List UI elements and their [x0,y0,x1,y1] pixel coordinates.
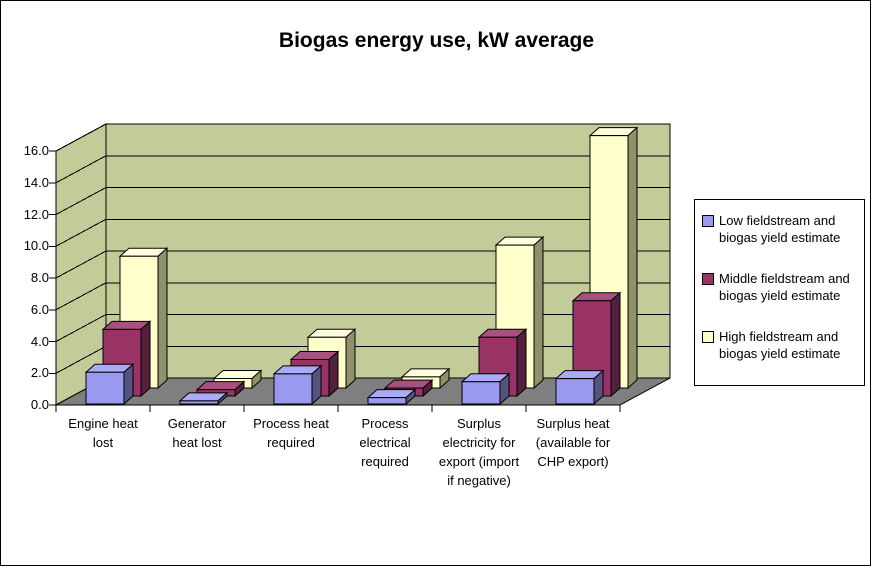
bar-front-face [85,371,125,405]
category-label: Surplus electricity for export (import if n… [438,416,520,488]
y-tick-label: 10.0 [23,238,49,254]
bar-side-face [157,247,168,390]
bar-side-face [140,320,151,398]
bar-front-face [555,378,595,405]
y-tick-label: 14.0 [23,174,49,190]
bar-side-face [345,328,356,390]
category-label: Engine heat lost [68,416,138,450]
legend: Low fieldstream and biogas yield estimate… [694,199,865,386]
legend-label: Middle fieldstream and biogas yield estim… [719,271,850,303]
gridline-side [55,282,107,311]
legend-label: High fieldstream and biogas yield estimat… [719,329,841,361]
category-label: Process electrical required [359,416,411,469]
legend-swatch-icon [702,215,714,227]
legend-item-0: Low fieldstream and biogas yield estimate [702,212,858,246]
legend-swatch-icon [702,331,714,343]
bar-side-face [533,236,544,390]
bar-series0-cat5 [554,369,605,406]
bar-side-face [627,126,638,390]
bar-series0-cat1 [178,391,229,406]
gridline-side [55,250,107,279]
bar-front-face [461,381,501,405]
bar-series0-cat4 [460,372,511,406]
gridline-side [55,123,107,152]
bar-series0-cat0 [84,363,135,406]
gridline-side [55,345,107,374]
bar-front-face [367,397,407,405]
gridline-side [55,187,107,215]
category-label: Surplus heat (available for CHP export) [535,416,611,469]
legend-item-1: Middle fieldstream and biogas yield estim… [702,270,858,304]
bar-front-face [273,373,313,405]
gridline-side [55,314,107,342]
bar-series0-cat3 [366,388,417,406]
bar-side-face [328,350,339,398]
y-tick-label: 6.0 [30,301,49,317]
y-tick-label: 2.0 [30,365,49,381]
legend-swatch-icon [702,273,714,285]
gridline-side [55,155,107,184]
bar-side-face [610,291,621,398]
bar-series0-cat2 [272,364,323,406]
category-label: Generator heat lost [167,416,227,450]
y-tick-label: 4.0 [30,333,49,349]
chart-title: Biogas energy use, kW average [278,29,595,52]
legend-label: Low fieldstream and biogas yield estimate [719,213,841,245]
y-tick-label: 16.0 [23,143,49,158]
bar-front-face [179,400,219,405]
gridline-side [55,218,107,247]
y-tick-label: 12.0 [23,206,49,222]
bar-side-face [516,328,527,398]
y-tick-label: 0.0 [30,397,49,412]
legend-item-2: High fieldstream and biogas yield estimat… [702,328,858,362]
y-tick-label: 8.0 [30,270,49,285]
category-label: Process heat required [253,416,329,450]
